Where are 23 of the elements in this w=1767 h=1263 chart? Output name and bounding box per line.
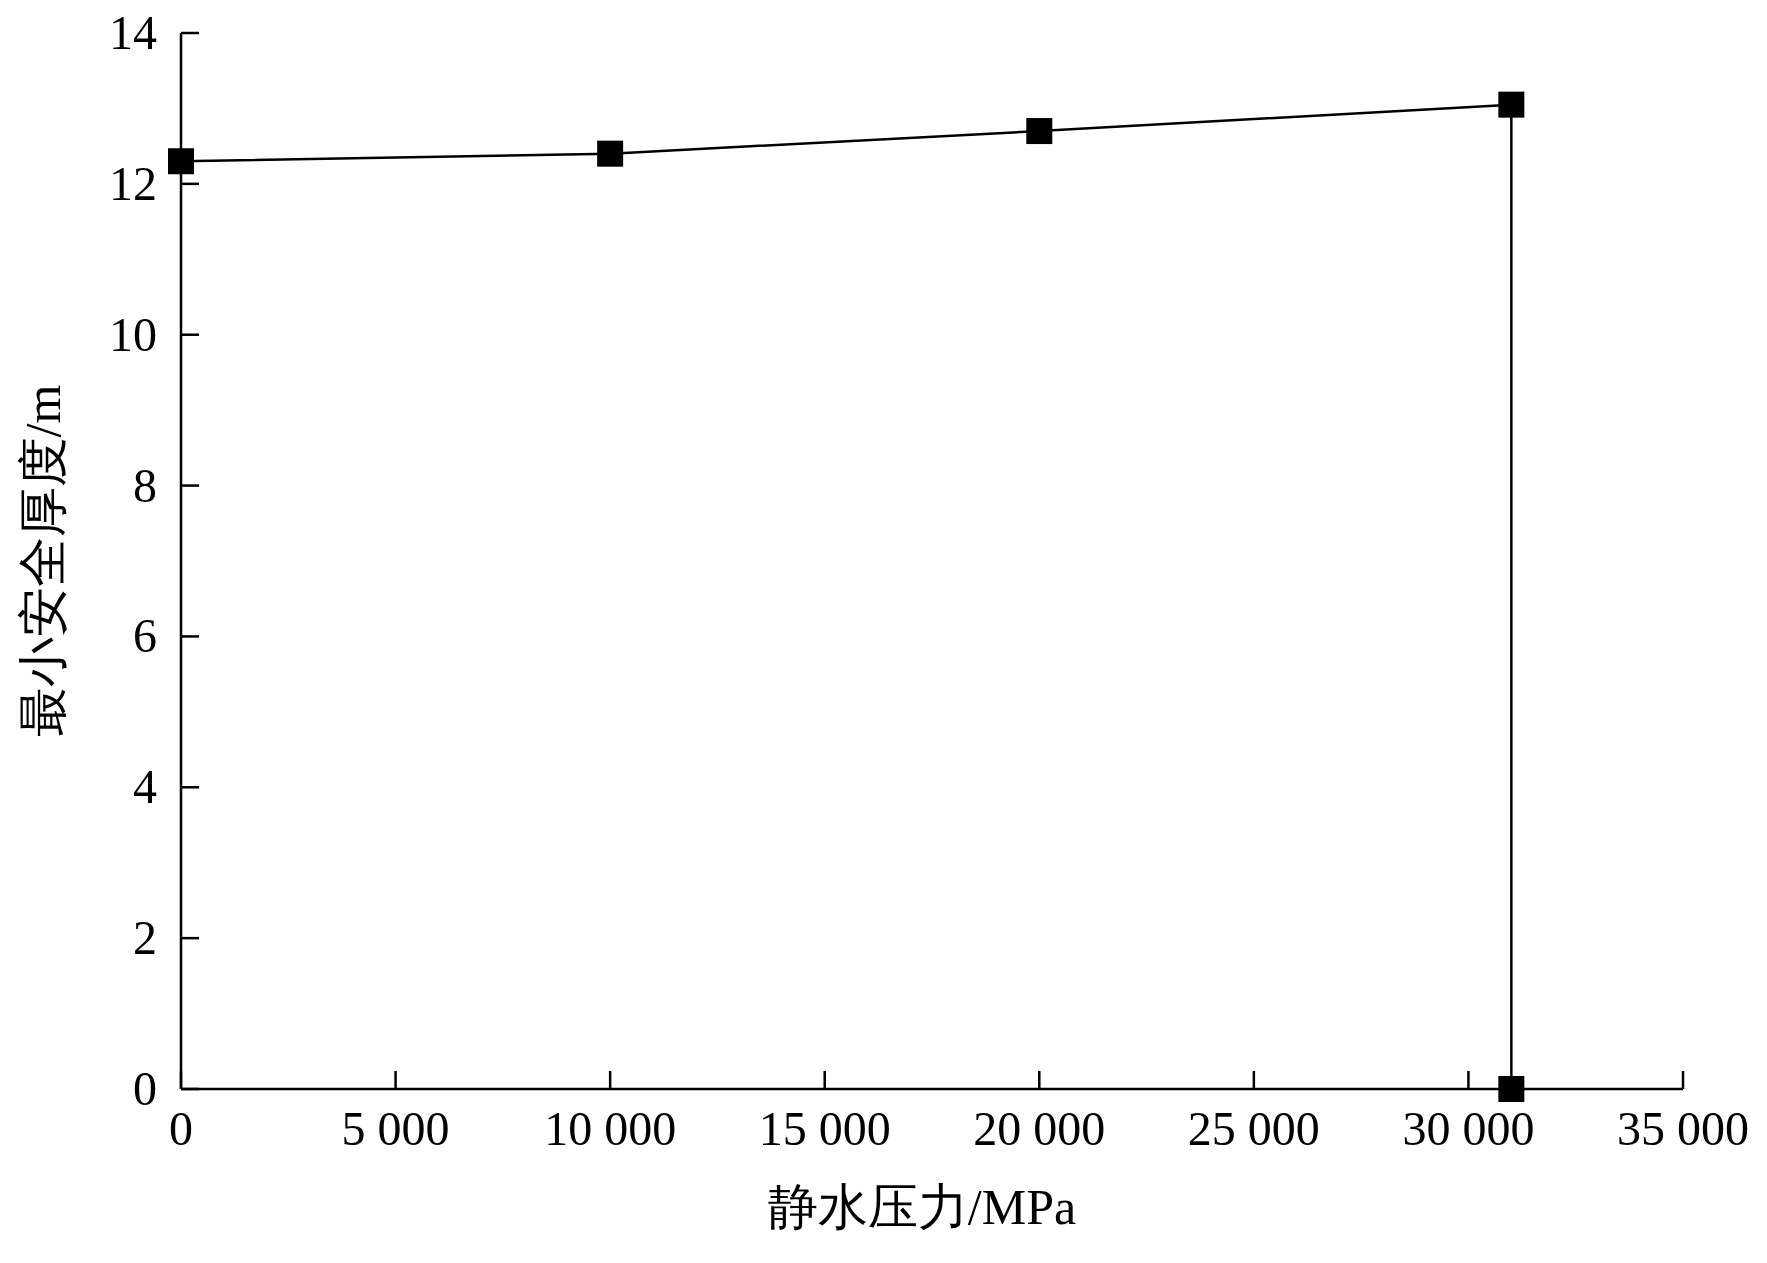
x-tick-label: 15 000 (758, 1102, 891, 1155)
y-tick-label: 2 (133, 911, 157, 965)
x-tick-label: 30 000 (1402, 1102, 1535, 1155)
y-tick-label: 0 (133, 1062, 157, 1115)
x-tick-label: 5 000 (341, 1102, 450, 1155)
point (1026, 118, 1053, 145)
y-tick-label: 8 (133, 458, 157, 512)
x-tick-label: 10 000 (544, 1102, 677, 1155)
x-axis-title: 静水压力/MPa (767, 1179, 1077, 1235)
y-axis-title: 最小安全厚度/m (15, 384, 71, 738)
x-tick-label: 25 000 (1187, 1102, 1320, 1155)
y-tick-label: 12 (109, 156, 157, 210)
point (1498, 1076, 1525, 1102)
x-tick-label: 20 000 (973, 1102, 1106, 1155)
point (168, 148, 194, 175)
y-tick-label: 4 (133, 760, 157, 814)
x-tick-label: 35 000 (1617, 1102, 1749, 1155)
y-tick-label: 10 (109, 307, 157, 361)
point (1498, 91, 1525, 118)
y-tick-label: 6 (133, 609, 157, 663)
x-tick-label: 0 (169, 1102, 193, 1155)
y-tick-label: 14 (109, 6, 157, 59)
point (597, 140, 624, 167)
